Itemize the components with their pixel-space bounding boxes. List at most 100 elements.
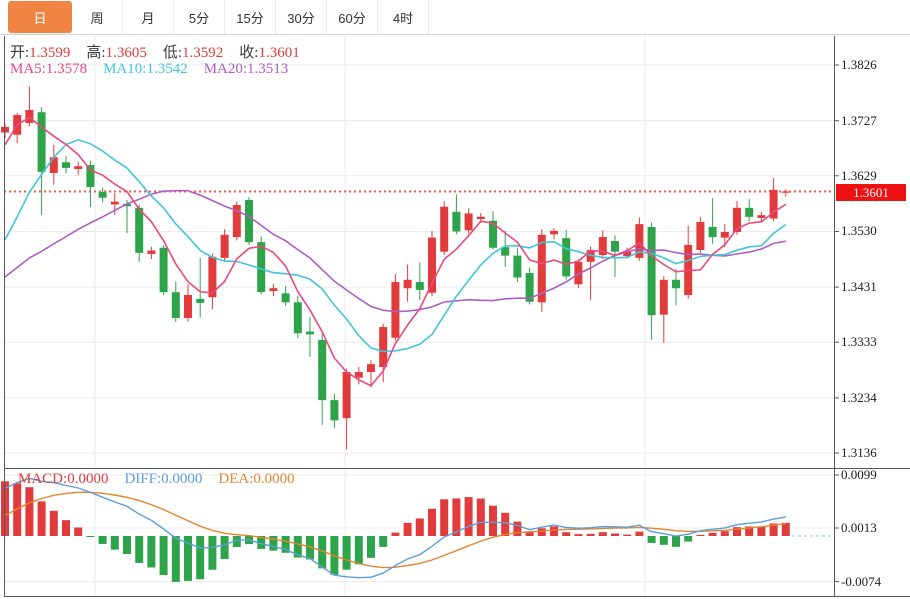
macd-bar [342, 536, 351, 570]
y-axis-label: 1.3431 [841, 279, 877, 295]
candle-body [452, 211, 461, 232]
candle-body [281, 293, 290, 303]
legend-label: 低: [162, 45, 183, 61]
tab-4[interactable]: 15分 [225, 0, 276, 34]
y-axis-label: 1.3234 [841, 389, 877, 405]
macd-bar [708, 532, 717, 536]
macd-bar [623, 534, 632, 536]
macd-bar [598, 532, 607, 536]
legend-label: DIFF: [124, 471, 162, 487]
y-axis-label: 0.0099 [841, 466, 877, 482]
candle-body [769, 189, 778, 219]
y-axis-label: 1.3136 [841, 445, 877, 460]
macd-bar [293, 536, 302, 558]
tab-5[interactable]: 30分 [276, 0, 327, 34]
legend-item: MACD:0.0000 [18, 471, 108, 487]
legend-label: DEA: [218, 471, 254, 487]
ohlc-quote-row: 开:1.3599 高:1.3605 低:1.3592 收:1.3601 [10, 41, 316, 62]
y-axis-label: 1.3826 [841, 57, 877, 72]
candle-body [415, 282, 424, 290]
candle-body [489, 220, 497, 248]
macd-bar [123, 536, 131, 554]
macd-bar [550, 526, 558, 536]
candle-body [86, 165, 95, 188]
candle-body [428, 237, 436, 293]
tab-2[interactable]: 月 [123, 0, 174, 34]
candle-body [623, 251, 632, 257]
candle-body [525, 273, 534, 302]
tab-6[interactable]: 60分 [327, 0, 378, 34]
macd-bar [537, 528, 546, 536]
macd-bar [208, 536, 217, 570]
tab-0[interactable]: 日 [8, 1, 72, 33]
candle-body [123, 203, 131, 207]
candle-body [733, 207, 741, 233]
candle-body [306, 331, 314, 335]
candle-body [635, 224, 644, 258]
legend-item: 低:1.3592 [163, 45, 223, 61]
y-axis-label: 1.3333 [841, 334, 877, 350]
macd-bar [354, 536, 363, 565]
legend-value: 0.0000 [253, 471, 295, 487]
macd-bar [635, 531, 644, 536]
macd-bar [611, 533, 619, 536]
macd-bar [757, 526, 766, 536]
candle-body [293, 302, 302, 334]
macd-bar [672, 536, 680, 547]
candle-body [659, 279, 668, 315]
candle-body [720, 232, 729, 238]
macd-bar [415, 518, 424, 536]
candle-body [391, 282, 400, 338]
macd-bar [464, 497, 473, 536]
macd-bar [452, 498, 461, 536]
candle-body [513, 255, 522, 278]
candle-body [318, 339, 327, 401]
ma5-line [4, 116, 787, 387]
macd-bar [684, 536, 693, 542]
tab-7[interactable]: 4时 [378, 0, 429, 34]
candle-body [757, 215, 766, 218]
macd-bar [476, 498, 485, 536]
candle-body [537, 234, 546, 303]
chart-area: 开:1.3599 高:1.3605 低:1.3592 收:1.3601 MA5:1.3… [0, 35, 910, 599]
candle-body [196, 298, 205, 303]
candle-body [562, 238, 571, 277]
macd-bar [501, 512, 510, 536]
macd-bar [489, 505, 497, 536]
legend-value: 0.0000 [161, 471, 203, 487]
candle-body [135, 207, 144, 253]
macd-bar [513, 521, 522, 536]
legend-item: MA10:1.3542 [103, 61, 188, 77]
candle-body [257, 242, 266, 293]
candle-body [49, 157, 58, 173]
legend-item: 开:1.3599 [10, 45, 70, 61]
macd-bar [696, 534, 705, 536]
macd-bar [98, 536, 107, 544]
candle-body [574, 261, 583, 285]
legend-value: 1.3592 [182, 45, 224, 61]
macd-bar [720, 531, 729, 536]
candle-body [330, 400, 339, 421]
legend-label: MA20: [203, 61, 248, 77]
candle-body [598, 237, 607, 256]
y-axis-label: -0.0074 [841, 573, 882, 589]
legend-value: 1.3605 [105, 45, 147, 61]
macd-bar [171, 536, 180, 582]
candle-body [550, 230, 558, 235]
y-axis-label: 1.3727 [841, 112, 877, 128]
diff-line [4, 477, 786, 579]
candle-body [611, 241, 619, 252]
macd-bar [367, 536, 375, 558]
candle-body [342, 372, 351, 419]
legend-item: DEA:0.0000 [218, 471, 294, 487]
chart-canvas[interactable] [0, 35, 910, 599]
candle-body [220, 234, 229, 258]
macd-bar [733, 527, 741, 536]
macd-bar [74, 527, 83, 536]
tab-3[interactable]: 5分 [174, 0, 225, 34]
macd-bar [159, 536, 168, 576]
timeframe-tabbar: 日周月 5分 15分 30分 60分 4时 [0, 0, 910, 35]
macd-bar [25, 487, 34, 536]
tab-1[interactable]: 周 [72, 0, 123, 34]
